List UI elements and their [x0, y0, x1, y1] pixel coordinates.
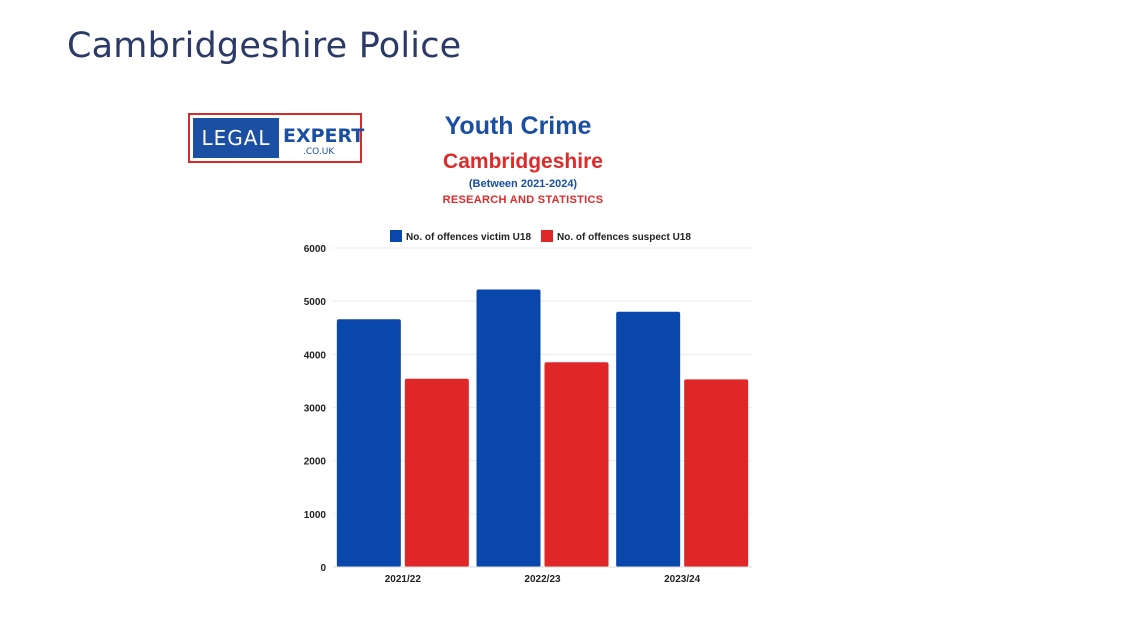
- legend-swatch: [541, 230, 553, 242]
- bar: [616, 311, 681, 567]
- legend-label: No. of offences victim U18: [406, 232, 531, 243]
- x-tick-label: 2023/24: [664, 574, 701, 585]
- y-tick-label: 5000: [304, 297, 327, 308]
- infographic-period: (Between 2021-2024): [468, 178, 578, 190]
- page-title: Cambridgeshire Police: [67, 26, 462, 66]
- bar: [336, 319, 401, 567]
- bar: [544, 362, 609, 567]
- x-tick-label: 2022/23: [524, 574, 561, 585]
- legend-swatch: [390, 230, 402, 242]
- y-tick-label: 0: [320, 563, 326, 574]
- infographic-tagline: RESEARCH AND STATISTICS: [442, 194, 604, 206]
- legal-expert-logo: LEGAL EXPERT .CO.UK: [188, 113, 365, 163]
- logo-legal-text: LEGAL: [193, 118, 279, 158]
- y-tick-label: 1000: [304, 510, 327, 521]
- legend-label: No. of offences suspect U18: [557, 232, 691, 243]
- bar: [404, 378, 469, 567]
- bar: [684, 379, 749, 567]
- bar: [476, 289, 541, 567]
- y-tick-label: 4000: [304, 350, 327, 361]
- infographic-title: Youth Crime: [444, 112, 592, 140]
- x-tick-label: 2021/22: [385, 574, 422, 585]
- logo-expert-text: EXPERT: [283, 125, 365, 147]
- y-tick-label: 6000: [304, 244, 327, 255]
- infographic-subtitle: Cambridgeshire: [443, 150, 603, 173]
- y-tick-label: 2000: [304, 457, 327, 468]
- y-tick-label: 3000: [304, 404, 327, 415]
- logo-domain-text: .CO.UK: [303, 147, 335, 157]
